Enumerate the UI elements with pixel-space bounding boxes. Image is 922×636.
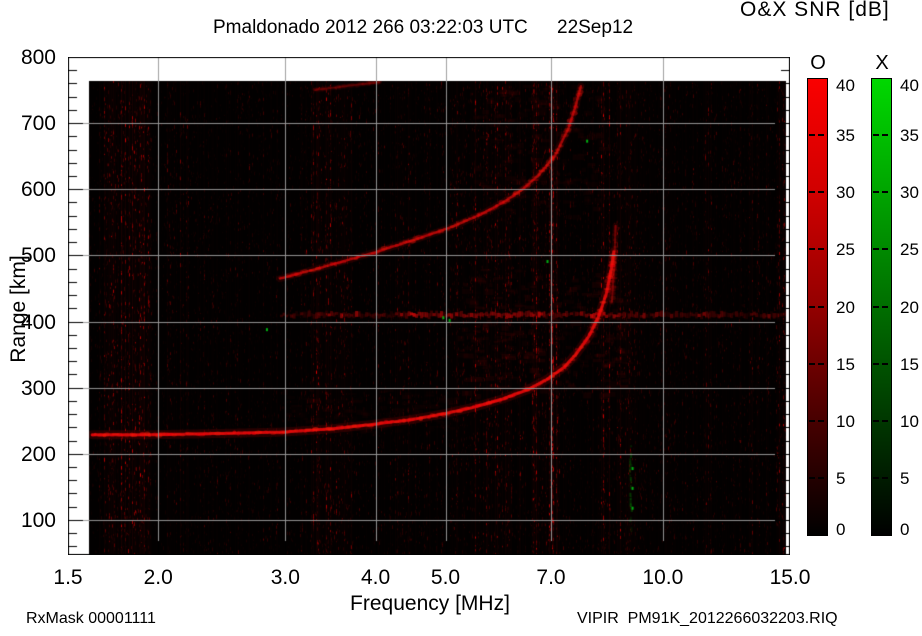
colorbar-tick-mark — [818, 305, 824, 308]
colorbar-x-label: X — [875, 52, 889, 74]
colorbar-tick-mark — [809, 305, 815, 308]
colorbar-tick-mark — [882, 191, 888, 194]
colorbar-tick-label: 10 — [836, 411, 855, 431]
colorbar-tick-mark — [873, 248, 879, 251]
colorbar-tick-mark — [873, 362, 879, 365]
x-tick-label: 4.0 — [360, 566, 391, 589]
y-tick-label: 200 — [20, 442, 56, 466]
colorbar-tick-label: 0 — [900, 520, 910, 539]
x-tick-label: 5.0 — [430, 566, 461, 589]
colorbar-tick-mark — [809, 419, 815, 422]
x-tick-label: 3.0 — [270, 566, 300, 589]
y-tick-label: 300 — [20, 376, 56, 400]
colorbar-tick-mark — [873, 476, 879, 479]
y-axis-label: Range [km] — [7, 255, 30, 363]
colorbar-tick-mark — [882, 362, 888, 365]
colorbar-header: O&X SNR [dB] — [740, 0, 890, 21]
colorbar-tick-label: 40 — [836, 76, 855, 95]
colorbar-tick-mark — [818, 362, 824, 365]
colorbar-tick-mark — [809, 476, 815, 479]
colorbar-tick-label: 35 — [900, 126, 919, 146]
colorbar-tick-label: 5 — [900, 468, 910, 488]
colorbar-tick-label: 20 — [900, 297, 919, 317]
colorbar-tick-label: 25 — [836, 240, 855, 260]
colorbar-tick-mark — [818, 191, 824, 194]
colorbar-tick-mark — [882, 419, 888, 422]
colorbar-tick-mark — [809, 362, 815, 365]
colorbar-tick-mark — [882, 248, 888, 251]
colorbar-tick-label: 5 — [836, 468, 846, 488]
colorbar-tick-label: 30 — [900, 183, 919, 203]
colorbar-tick-mark — [809, 248, 815, 251]
x-tick-label: 15.0 — [769, 566, 811, 589]
x-tick-label: 7.0 — [536, 566, 566, 589]
colorbar-tick-label: 15 — [836, 354, 855, 374]
colorbar-tick-mark — [882, 476, 888, 479]
rx-mask-status: RxMask 00001111 — [26, 610, 156, 627]
colorbar-tick-mark — [818, 419, 824, 422]
x-tick-label: 2.0 — [143, 566, 173, 589]
y-tick-label: 700 — [20, 112, 56, 136]
colorbar-tick-mark — [818, 248, 824, 251]
y-tick-label: 600 — [20, 178, 56, 202]
colorbar-tick-mark — [873, 191, 879, 194]
colorbar-tick-label: 20 — [836, 297, 855, 317]
y-tick-label: 500 — [20, 244, 56, 268]
x-axis-label: Frequency [MHz] — [350, 592, 510, 615]
colorbar-tick-mark — [882, 305, 888, 308]
ionogram-plot-canvas[interactable] — [68, 57, 790, 555]
plot-title: Pmaldonado 2012 266 03:22:03 UTC — [213, 17, 528, 38]
colorbar-tick-label: 30 — [836, 183, 855, 203]
colorbar-tick-label: 10 — [900, 411, 919, 431]
colorbar-tick-mark — [818, 476, 824, 479]
colorbar-tick-mark — [873, 134, 879, 137]
colorbar-tick-mark — [882, 134, 888, 137]
x-tick-label: 10.0 — [642, 566, 684, 589]
colorbar-tick-label: 35 — [836, 126, 855, 146]
colorbar-tick-label: 15 — [900, 354, 919, 374]
colorbar-tick-mark — [809, 134, 815, 137]
plot-title-date: 22Sep12 — [557, 17, 634, 38]
colorbar-tick-label: 0 — [836, 520, 846, 539]
colorbar-tick-mark — [809, 191, 815, 194]
x-tick-label: 1.5 — [53, 566, 83, 589]
y-tick-label: 400 — [20, 310, 56, 334]
data-file-id: VIPIR PM91K_2012266032203.RIQ — [577, 610, 838, 627]
y-tick-label: 100 — [20, 508, 56, 532]
colorbar-tick-mark — [818, 134, 824, 137]
colorbar-tick-label: 40 — [900, 76, 919, 95]
colorbar-tick-mark — [873, 305, 879, 308]
colorbar-o-label: O — [810, 52, 826, 74]
colorbar-tick-mark — [873, 419, 879, 422]
y-tick-label: 800 — [20, 46, 56, 69]
colorbar-tick-label: 25 — [900, 240, 919, 260]
